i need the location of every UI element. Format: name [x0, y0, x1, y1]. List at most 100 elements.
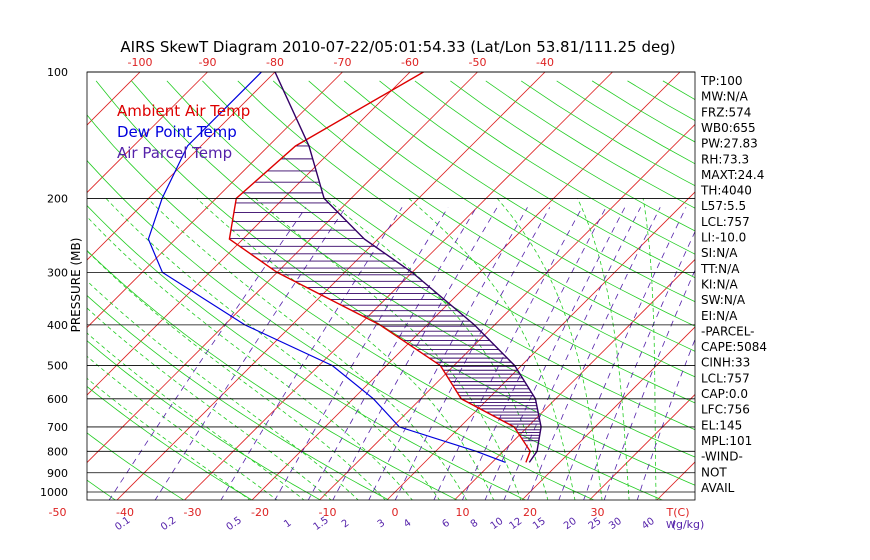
mixing-ratio-line	[484, 207, 626, 500]
pressure-tick-label: 700	[47, 421, 68, 434]
dry-adiabat-line	[769, 81, 870, 501]
stat-item: LCL:757	[701, 371, 750, 385]
stat-item: EL:145	[701, 418, 742, 432]
mixing-ratio-line	[461, 207, 607, 500]
bottom-temp-tick-label: 30	[591, 506, 605, 519]
mixing-ratio-tick-label: 1	[282, 518, 294, 531]
top-temp-tick-label: -70	[334, 56, 352, 69]
mixing-ratio-line	[503, 207, 641, 500]
mixing-ratio-tick-label: 12	[508, 516, 525, 532]
dry-adiabat-line	[95, 80, 695, 486]
pressure-tick-label: 500	[47, 360, 68, 373]
mixing-ratio-tick-label: 10	[489, 516, 506, 532]
dry-adiabat-line	[87, 479, 117, 500]
isotherm-line	[251, 72, 681, 500]
legend: Ambient Air Temp Dew Point Temp Air Parcel…	[117, 102, 250, 162]
mixing-unit-prefix: W	[666, 520, 676, 531]
pressure-tick-label: 300	[47, 266, 68, 279]
mixing-ratio-tick-label: 20	[562, 516, 579, 532]
isotherm-line	[453, 258, 695, 500]
isotherm-line	[656, 461, 695, 500]
top-temp-tick-label: -100	[128, 56, 153, 69]
mixing-ratio-line	[154, 207, 347, 500]
mixing-ratio-tick-label: 0.2	[159, 515, 178, 533]
stat-item: -WIND-	[701, 450, 743, 464]
dry-adiabat-line	[87, 294, 390, 500]
mixing-ratio-tick-label: 8	[469, 518, 481, 531]
moist-adiabat-line	[577, 198, 630, 500]
parcel-temp-line	[274, 72, 542, 463]
moist-adiabat-line	[87, 377, 251, 500]
stat-item: PW:27.83	[701, 137, 758, 151]
stat-item: SW:N/A	[701, 293, 746, 307]
bottom-temp-tick-label: 0	[392, 506, 399, 519]
stat-item: NOT	[701, 465, 727, 479]
moist-adiabat-line	[196, 198, 495, 500]
moist-adiabat-line	[105, 198, 440, 500]
dry-adiabat-line	[272, 80, 695, 352]
dry-adiabat-line	[308, 80, 695, 327]
isotherm-line	[791, 63, 870, 501]
bottom-temp-tick-label: -20	[251, 506, 269, 519]
dry-adiabat-line	[450, 80, 695, 232]
mixing-ratio-line	[220, 207, 403, 500]
chart-title: AIRS SkewT Diagram 2010-07-22/05:01:54.3…	[120, 38, 675, 56]
stat-item: CAPE:5084	[701, 340, 767, 354]
mixing-ratio-line	[583, 230, 695, 500]
mixing-ratio-line	[636, 338, 695, 500]
top-temp-tick-label: -90	[199, 56, 217, 69]
mixing-ratio-tick-label: 3	[376, 518, 388, 531]
pressure-lines	[86, 71, 696, 501]
dry-adiabat-line	[87, 386, 253, 500]
y-axis-label: PRESSURE (MB)	[69, 238, 83, 333]
mixing-ratio-line	[274, 207, 449, 500]
stat-item: TT:N/A	[700, 262, 740, 276]
moist-adiabat-line	[147, 198, 468, 500]
cape-hatching	[229, 145, 542, 442]
mixing-ratio-tick-label: 30	[607, 516, 624, 532]
stat-item: LCL:757	[701, 215, 750, 229]
stat-item: WB0:655	[701, 121, 756, 135]
pressure-tick-label: 800	[47, 445, 68, 458]
dry-adiabat-line	[237, 80, 695, 378]
stat-item: MW:N/A	[701, 90, 749, 104]
stat-item: SI:N/A	[701, 246, 738, 260]
top-temp-tick-label: -40	[536, 56, 554, 69]
mixing-ratio-tick-label: 6	[440, 518, 452, 531]
mixing-ratio-line	[527, 207, 661, 500]
mixing-ratio-line	[394, 207, 551, 500]
moist-adiabat-line	[642, 198, 657, 500]
isotherm-line	[87, 72, 344, 329]
pressure-tick-label: 400	[47, 319, 68, 332]
dry-adiabat-line	[662, 80, 695, 101]
moist-adiabat-line	[496, 198, 603, 500]
top-temp-tick-label: -50	[469, 56, 487, 69]
dry-adiabat-line	[87, 205, 527, 500]
dry-adiabat-line	[0, 81, 48, 501]
bottom-temp-tick-label: 10	[456, 506, 470, 519]
top-temp-tick-label: -60	[401, 56, 419, 69]
moist-adiabat-line	[87, 307, 332, 500]
moist-adiabat-line	[408, 198, 576, 500]
stat-item: LFC:756	[701, 403, 750, 417]
pressure-tick-label: 100	[47, 66, 68, 79]
mixing-ratio-tick-label: 40	[640, 516, 657, 532]
legend-dew-point: Dew Point Temp	[117, 123, 237, 141]
dry-adiabat-line	[343, 80, 695, 303]
dry-adiabat-line	[166, 80, 695, 431]
dry-adiabat-line	[87, 159, 595, 500]
isotherm-line	[87, 72, 276, 261]
stat-item: TH:4040	[700, 184, 752, 198]
isotherm-line	[521, 326, 695, 500]
legend-parcel-temp: Air Parcel Temp	[117, 144, 232, 162]
stat-item: CINH:33	[701, 356, 750, 370]
mixing-ratio-tick-label: 2	[340, 518, 352, 531]
dry-adiabat-line	[87, 114, 664, 500]
dry-adiabat-line	[87, 340, 322, 500]
moist-adiabat-line	[325, 198, 549, 500]
pressure-tick-label: 200	[47, 192, 68, 205]
bottom-temp-tick-label: -50	[49, 506, 67, 519]
